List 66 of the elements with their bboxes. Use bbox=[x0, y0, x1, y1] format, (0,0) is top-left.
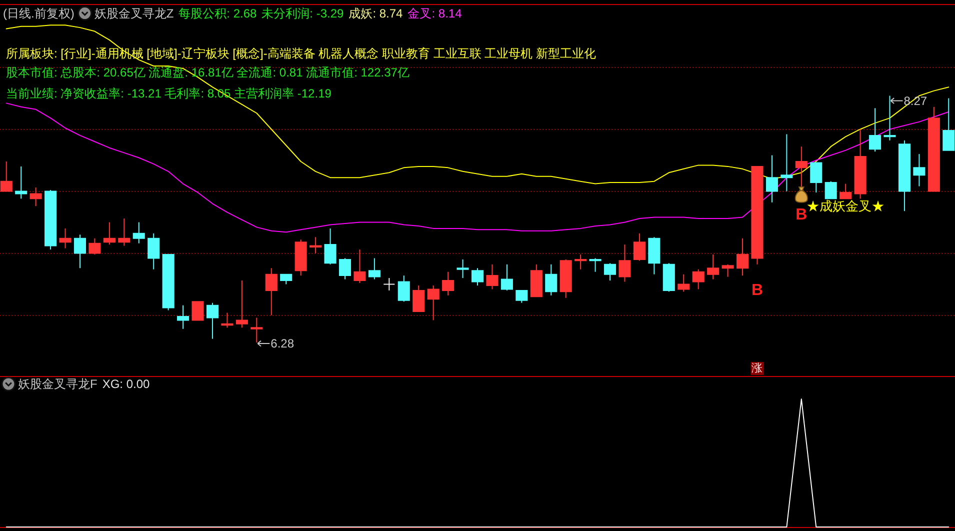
candlestick bbox=[236, 280, 248, 328]
annotation: ★成妖金叉★ bbox=[806, 198, 884, 214]
candlestick bbox=[221, 312, 234, 328]
candlestick bbox=[574, 254, 587, 270]
annotation: 妖股金叉寻龙Z bbox=[94, 6, 174, 20]
candlestick bbox=[324, 228, 336, 265]
candlestick bbox=[736, 238, 749, 276]
candlestick bbox=[74, 234, 86, 269]
candlestick bbox=[545, 264, 558, 296]
candlestick bbox=[810, 162, 822, 193]
candlestick bbox=[265, 268, 278, 316]
candlestick bbox=[442, 271, 454, 296]
candlestick bbox=[707, 254, 720, 280]
candlestick bbox=[913, 154, 926, 187]
candlestick bbox=[118, 218, 130, 246]
candlestick bbox=[177, 304, 190, 330]
candlestick bbox=[516, 290, 528, 304]
candlestick bbox=[618, 244, 631, 282]
candlestick bbox=[250, 317, 263, 344]
candlestick bbox=[678, 274, 690, 292]
candlestick bbox=[0, 160, 12, 192]
candlestick bbox=[884, 95, 896, 141]
chart-title: 妖股金叉寻龙F bbox=[18, 377, 98, 391]
candlestick bbox=[722, 264, 734, 278]
candlestick bbox=[412, 284, 425, 312]
candlestick bbox=[15, 166, 28, 200]
candlestick bbox=[500, 264, 513, 291]
annotation: 成妖: 8.74 bbox=[348, 6, 404, 20]
candlestick bbox=[30, 187, 42, 207]
candlestick bbox=[338, 258, 352, 280]
candlestick bbox=[103, 222, 116, 246]
candlestick bbox=[398, 275, 410, 302]
candlestick bbox=[780, 134, 793, 192]
text: XG: 0.00 bbox=[102, 377, 150, 391]
candlestick bbox=[471, 268, 484, 286]
annotation: 每股公积: 2.68 bbox=[178, 6, 258, 20]
candlestick bbox=[280, 274, 292, 285]
annotation: B bbox=[796, 206, 808, 224]
annotation: 未分利润: -3.29 bbox=[262, 6, 344, 20]
candlestick bbox=[604, 262, 616, 282]
candlestick bbox=[486, 264, 498, 290]
candlestick bbox=[368, 258, 380, 280]
candlestick bbox=[824, 180, 837, 200]
candlestick bbox=[192, 301, 204, 321]
candlestick bbox=[354, 249, 366, 284]
candlestick bbox=[310, 236, 322, 254]
annotation: B bbox=[751, 282, 764, 299]
chart-title: (日线.前复权) bbox=[3, 6, 74, 20]
annotation: 股本市值: 总股本: 20.65亿 流通盘: 16.81亿 全流通: 0.81 流通市值: 122.37亿 bbox=[6, 66, 410, 80]
candlestick bbox=[840, 183, 852, 200]
candlestick bbox=[59, 228, 72, 249]
candlestick bbox=[88, 238, 101, 255]
candlestick bbox=[456, 258, 469, 279]
candlestick bbox=[206, 302, 219, 340]
candlestick bbox=[383, 278, 396, 291]
annotation: 6.28 bbox=[270, 336, 294, 351]
candlestick bbox=[132, 222, 145, 244]
candlestick bbox=[148, 232, 160, 270]
candlestick bbox=[869, 108, 882, 152]
candlestick bbox=[589, 258, 602, 272]
candlestick bbox=[766, 154, 778, 203]
candlestick bbox=[427, 284, 440, 321]
annotation: 金叉: 8.14 bbox=[408, 6, 462, 20]
candlestick bbox=[942, 98, 955, 151]
candlestick bbox=[633, 232, 646, 262]
candlestick bbox=[692, 268, 704, 290]
